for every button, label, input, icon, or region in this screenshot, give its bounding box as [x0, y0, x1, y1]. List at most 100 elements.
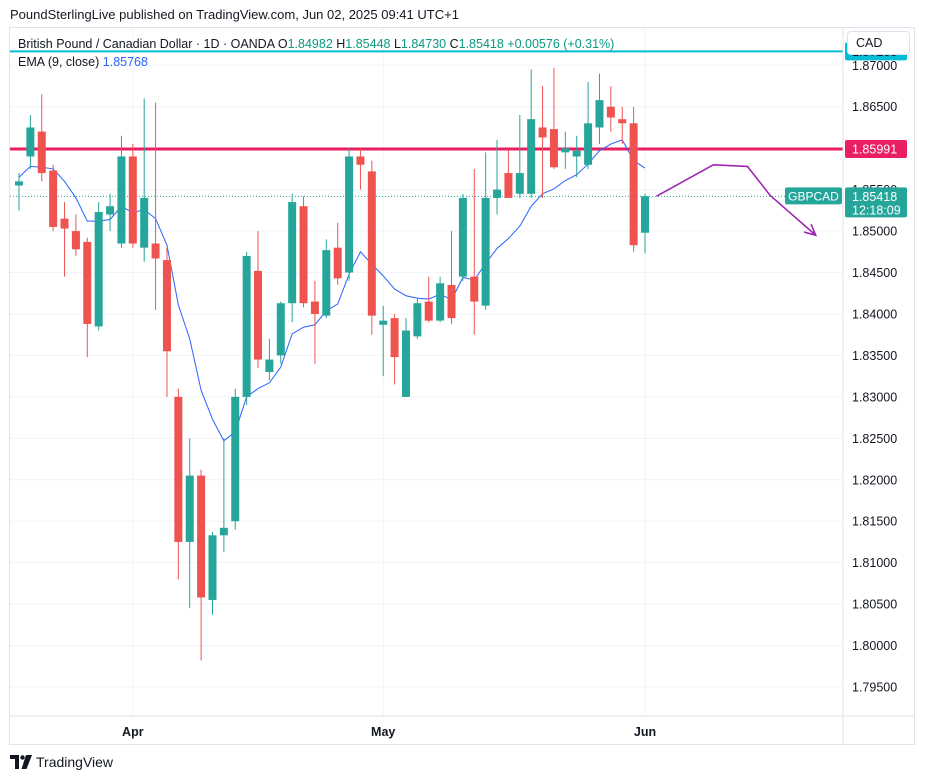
- candle-body: [618, 119, 627, 124]
- publisher-caption: PoundSterlingLive published on TradingVi…: [10, 7, 459, 22]
- open-label: O: [277, 37, 288, 51]
- ema-row: EMA (9, close) 1.85768: [18, 53, 614, 71]
- candle-body: [549, 129, 558, 168]
- level-tag: [845, 139, 907, 158]
- candle-up: [584, 81, 593, 169]
- candle-up: [493, 139, 502, 215]
- candle-up: [231, 388, 240, 530]
- candle-body: [151, 243, 160, 259]
- candle-body: [345, 156, 354, 273]
- close-value: 1.85418: [458, 37, 504, 51]
- candle-body: [94, 212, 103, 327]
- grid-lines: [10, 28, 843, 716]
- candle-up: [527, 69, 536, 198]
- candle-body: [197, 475, 206, 598]
- price-tick-label: 1.81000: [852, 556, 897, 570]
- candle-up: [436, 276, 445, 323]
- high-label: H: [336, 37, 346, 51]
- candle-up: [94, 202, 103, 331]
- candle-body: [595, 100, 604, 128]
- candle-body: [106, 206, 115, 215]
- candle-body: [470, 276, 479, 302]
- candle-body: [493, 189, 502, 198]
- candle-body: [231, 396, 240, 522]
- candle-body: [333, 247, 342, 279]
- candle-up: [379, 305, 388, 377]
- candle-down: [538, 86, 547, 198]
- candle-body: [208, 535, 217, 600]
- candle-body: [379, 320, 388, 325]
- candle-body: [242, 255, 251, 397]
- candle-body: [299, 206, 308, 304]
- candle-down: [356, 148, 365, 190]
- candle-down: [549, 67, 558, 169]
- low-label: L: [393, 37, 401, 51]
- candle-body: [436, 283, 445, 321]
- chart-frame: [9, 27, 915, 745]
- candle-body: [322, 250, 331, 316]
- candle-body: [401, 330, 410, 397]
- projection-path: [655, 163, 817, 236]
- candle-up: [276, 301, 285, 364]
- time-tick-label: May: [371, 725, 395, 739]
- candle-down: [390, 313, 399, 385]
- level-tag-label: 1.85991: [852, 142, 897, 156]
- candle-body: [276, 303, 285, 356]
- time-axis: Apr May Jun: [122, 725, 656, 739]
- candle-down: [128, 144, 137, 248]
- high-value: 1.85448: [345, 37, 391, 51]
- candle-up: [219, 438, 228, 552]
- candle-body: [356, 156, 365, 165]
- candle-body: [527, 119, 536, 194]
- chart-legend: British Pound / Canadian Dollar · 1D · O…: [18, 35, 614, 71]
- candle-body: [629, 123, 638, 246]
- price-tick-label: 1.82000: [852, 473, 897, 487]
- candle-down: [470, 168, 479, 335]
- candle-body: [185, 475, 194, 542]
- ema-value: 1.85768: [102, 55, 148, 69]
- candle-body: [458, 197, 467, 277]
- candle-down: [60, 202, 69, 277]
- candle-body: [71, 231, 80, 250]
- candle-up: [641, 193, 649, 254]
- currency-button[interactable]: CAD: [847, 31, 910, 55]
- candle-up: [140, 98, 149, 262]
- symbol-title[interactable]: British Pound / Canadian Dollar · 1D · O…: [18, 37, 275, 51]
- candle-down: [629, 106, 638, 252]
- price-axis: 1.870001.865001.860001.855001.850001.845…: [852, 59, 897, 695]
- change-value: +0.00576 (+0.31%): [507, 37, 615, 51]
- candle-body: [606, 106, 615, 118]
- candle-down: [606, 86, 615, 132]
- close-label: C: [449, 37, 459, 51]
- candle-body: [390, 318, 399, 358]
- candle-body: [572, 150, 581, 157]
- candle-down: [83, 237, 92, 358]
- candle-body: [60, 218, 69, 229]
- ema-label[interactable]: EMA (9, close): [18, 55, 100, 69]
- symbol-row: British Pound / Canadian Dollar · 1D · O…: [18, 35, 614, 53]
- candle-body: [447, 284, 456, 319]
- candle-up: [185, 438, 194, 609]
- footer-brand: TradingView: [10, 754, 113, 770]
- candle-up: [106, 193, 115, 232]
- candle-body: [254, 270, 263, 360]
- candle-body: [219, 527, 228, 536]
- candle-down: [71, 214, 80, 256]
- price-tick-label: 1.83000: [852, 390, 897, 404]
- candle-up: [458, 193, 467, 281]
- candle-up: [345, 148, 354, 281]
- candle-body: [367, 171, 376, 316]
- candle-up: [561, 131, 570, 169]
- current-price-tag: [845, 187, 907, 218]
- candle-body: [504, 173, 513, 198]
- candle-down: [367, 160, 376, 335]
- candle-down: [310, 280, 319, 364]
- candle-down: [151, 102, 160, 310]
- candle-down: [254, 231, 263, 368]
- candle-body: [49, 170, 58, 227]
- candle-body: [83, 241, 92, 324]
- candle-up: [595, 73, 604, 145]
- candle-body: [584, 123, 593, 165]
- candle-down: [333, 222, 342, 285]
